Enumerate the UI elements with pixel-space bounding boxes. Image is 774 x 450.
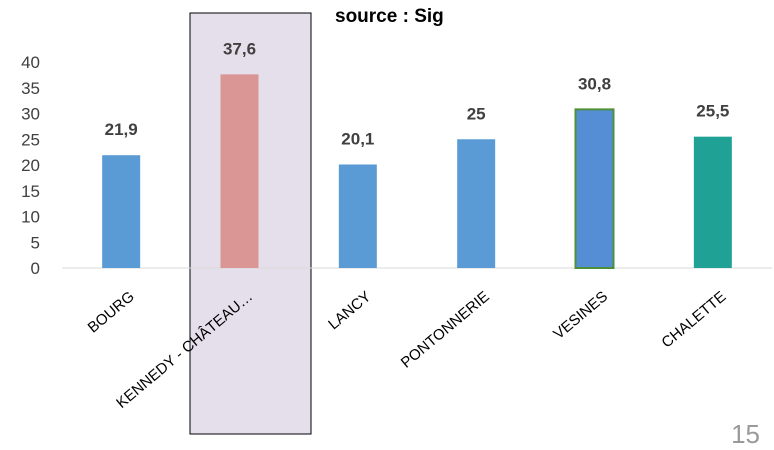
data-label: 37,6	[223, 39, 256, 58]
x-tick-label: BOURG	[85, 288, 138, 336]
y-tick-label: 40	[21, 53, 40, 72]
data-label: 20,1	[341, 129, 374, 148]
y-tick-label: 0	[31, 259, 40, 278]
bar-lancy	[338, 164, 377, 268]
data-label: 21,9	[105, 120, 138, 139]
bar-kennedy-ch-teau	[220, 74, 259, 268]
x-tick-label: VESINES	[550, 288, 611, 343]
data-label: 25,5	[696, 102, 729, 121]
y-tick-label: 25	[21, 130, 40, 149]
y-tick-label: 10	[21, 208, 40, 227]
page-number: 15	[731, 419, 760, 449]
x-tick-label: LANCY	[325, 288, 374, 333]
source-title: source : Sig	[335, 6, 444, 27]
y-tick-label: 20	[21, 156, 40, 175]
y-tick-label: 35	[21, 79, 40, 98]
bar-pontonnerie	[457, 139, 496, 268]
y-tick-label: 30	[21, 105, 40, 124]
y-tick-label: 5	[31, 233, 40, 252]
bar-chalette	[693, 136, 732, 268]
y-tick-label: 15	[21, 182, 40, 201]
bar-vesines	[574, 108, 615, 269]
bar-bourg	[102, 155, 141, 268]
data-label: 25	[467, 104, 486, 123]
x-tick-label: PONTONNERIE	[398, 288, 493, 372]
data-label: 30,8	[578, 74, 611, 93]
x-tick-label: CHALETTE	[658, 288, 729, 351]
